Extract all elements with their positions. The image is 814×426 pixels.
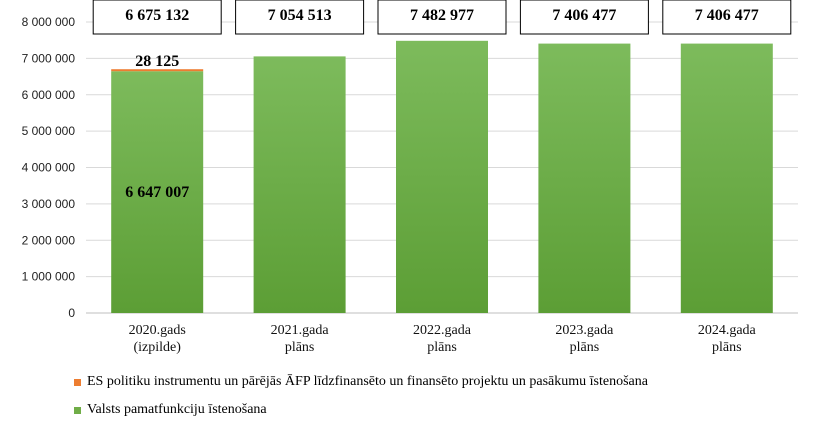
x-tick-label: 2023.gada plāns xyxy=(555,323,614,355)
segment-label: 28 125 xyxy=(135,53,179,70)
bar-state-functions xyxy=(680,43,773,314)
y-tick-label: 2 000 000 xyxy=(22,233,76,247)
legend-label: Valsts pamatfunkciju īstenošana xyxy=(87,402,267,417)
segment-label: 6 647 007 xyxy=(125,184,189,201)
total-label: 7 406 477 xyxy=(552,7,616,24)
data-labels: 2020.gads (izpilde) 6 675 132 2021.gada plān… xyxy=(92,0,792,355)
bar-state-functions xyxy=(396,40,488,314)
total-label-box xyxy=(235,0,365,35)
bar-es-projects xyxy=(111,69,204,72)
x-tick-label: 2020.gads (izpilde) xyxy=(129,323,186,355)
total-label-box xyxy=(92,0,222,35)
total-label: 7 054 513 xyxy=(268,7,332,24)
legend-label: ES politiku instrumentu un pārējās ĀFP l… xyxy=(87,374,648,389)
y-tick-label: 3 000 000 xyxy=(22,197,76,211)
legend-item-state-functions: Valsts pamatfunkciju īstenošana xyxy=(74,402,794,418)
y-tick-label: 5 000 000 xyxy=(22,124,76,138)
x-tick-label: 2021.gada plāns xyxy=(271,323,330,355)
bar-state-functions xyxy=(111,71,204,313)
y-tick-label: 6 000 000 xyxy=(22,88,76,102)
total-label: 7 406 477 xyxy=(695,7,759,24)
y-tick-label: 0 xyxy=(68,306,75,320)
total-label-box xyxy=(519,0,649,35)
x-tick-label: 2022.gada plāns xyxy=(413,323,472,355)
legend-swatch-green xyxy=(74,406,81,414)
y-tick-label: 4 000 000 xyxy=(22,161,76,175)
y-tick-label: 7 000 000 xyxy=(22,51,76,65)
total-label: 7 482 977 xyxy=(410,7,474,24)
x-tick-label: 2024.gada plāns xyxy=(698,323,757,355)
bar-state-functions xyxy=(253,56,346,313)
bars xyxy=(111,40,773,314)
legend-item-es-projects: ES politiku instrumentu un pārējās ĀFP l… xyxy=(74,374,794,390)
y-tick-label: 1 000 000 xyxy=(22,270,76,284)
y-tick-label: 8 000 000 xyxy=(22,15,76,29)
bar-state-functions xyxy=(538,43,631,314)
total-label-box xyxy=(377,0,507,35)
legend-swatch-orange xyxy=(74,378,81,386)
total-label-box xyxy=(662,0,792,35)
total-label: 6 675 132 xyxy=(125,7,189,24)
